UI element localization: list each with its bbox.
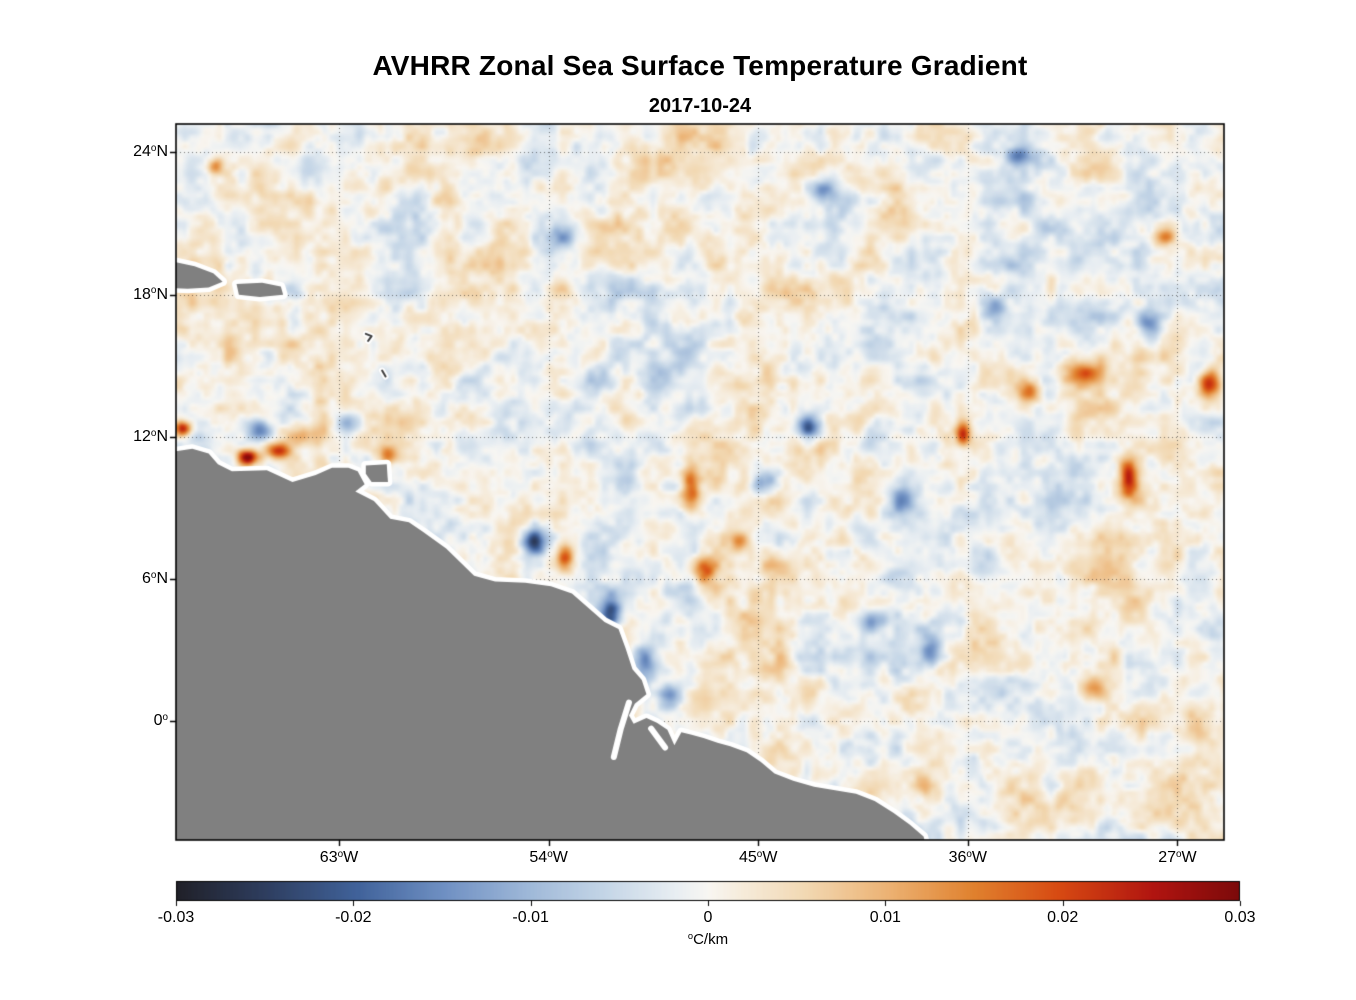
- x-axis-tick-label: 27oW: [1158, 848, 1197, 866]
- degree-symbol: o: [150, 285, 157, 297]
- y-axis-tick-label: 6oN: [142, 569, 168, 588]
- degree-symbol: o: [966, 848, 972, 860]
- chart-title: AVHRR Zonal Sea Surface Temperature Grad…: [372, 50, 1028, 81]
- y-axis-tick-label: 12oN: [133, 427, 168, 445]
- degree-symbol: o: [150, 427, 157, 439]
- x-axis-tick-label: 54oW: [529, 848, 568, 866]
- degree-symbol: o: [162, 712, 168, 723]
- x-axis-tick-label: 36oW: [948, 848, 988, 866]
- chart-subtitle: 2017-10-24: [648, 95, 752, 117]
- colorbar-tick-label: 0: [703, 909, 713, 926]
- colorbar-tick-label: -0.03: [157, 909, 195, 926]
- colorbar-tick-label: -0.02: [335, 909, 372, 926]
- colorbar-unit-text: C/km: [693, 931, 729, 948]
- colorbar-tick-label: -0.01: [512, 909, 549, 926]
- degree-symbol: o: [150, 142, 157, 154]
- degree-symbol: o: [756, 848, 763, 860]
- colorbar-unit-label: oC/km: [648, 931, 768, 948]
- colorbar-tick-label: 0.02: [1047, 909, 1079, 926]
- y-axis-tick-label: 0o: [153, 712, 168, 730]
- y-axis-tick-label: 24oN: [133, 142, 168, 161]
- degree-symbol: o: [150, 569, 157, 581]
- x-axis-tick-label: 63oW: [319, 848, 359, 866]
- degree-symbol: o: [687, 930, 694, 941]
- colorbar-tick-label: 0.03: [1224, 909, 1256, 926]
- degree-symbol: o: [337, 848, 344, 860]
- degree-symbol: o: [547, 848, 553, 860]
- y-axis-tick-label: 18oN: [133, 285, 168, 303]
- colorbar-tick-label: 0.01: [869, 909, 901, 926]
- x-axis-tick-label: 45oW: [739, 848, 778, 866]
- degree-symbol: o: [1176, 848, 1182, 860]
